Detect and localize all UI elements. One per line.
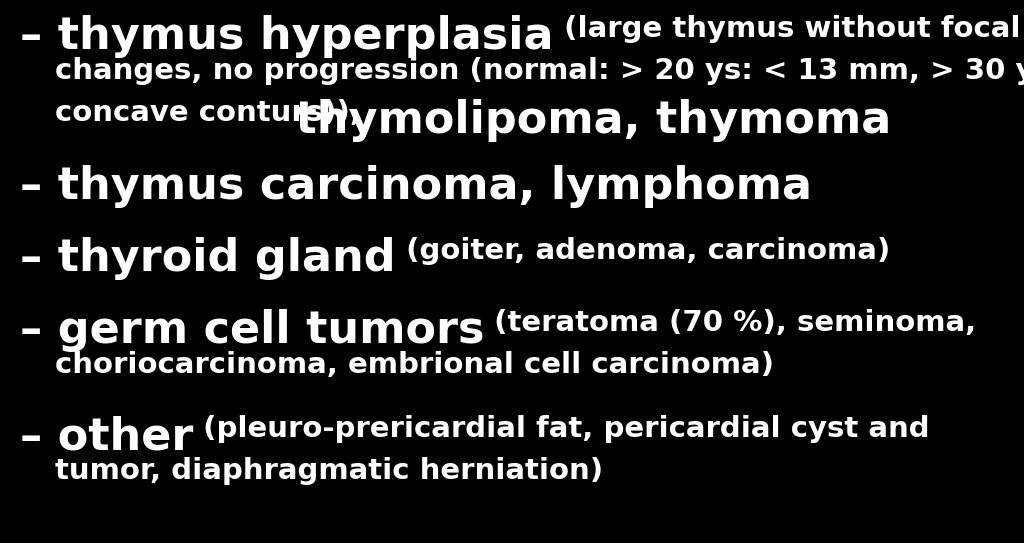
Text: – germ cell tumors: – germ cell tumors bbox=[20, 309, 484, 352]
Text: – thymus carcinoma, lymphoma: – thymus carcinoma, lymphoma bbox=[20, 165, 812, 208]
Text: – thyroid gland: – thyroid gland bbox=[20, 237, 395, 280]
Text: tumor, diaphragmatic herniation): tumor, diaphragmatic herniation) bbox=[55, 457, 603, 485]
Text: – other: – other bbox=[20, 415, 194, 458]
Text: (pleuro-prericardial fat, pericardial cyst and: (pleuro-prericardial fat, pericardial cy… bbox=[194, 415, 930, 443]
Text: choriocarcinoma, embrional cell carcinoma): choriocarcinoma, embrional cell carcinom… bbox=[55, 351, 774, 379]
Text: (goiter, adenoma, carcinoma): (goiter, adenoma, carcinoma) bbox=[395, 237, 890, 265]
Text: – thymus hyperplasia: – thymus hyperplasia bbox=[20, 15, 554, 58]
Text: changes, no progression (normal: > 20 ys: < 13 mm, > 30 ys:: changes, no progression (normal: > 20 ys… bbox=[55, 57, 1024, 85]
Text: (large thymus without focal: (large thymus without focal bbox=[554, 15, 1020, 43]
Text: (teratoma (70 %), seminoma,: (teratoma (70 %), seminoma, bbox=[484, 309, 977, 337]
Text: concave conturs)),: concave conturs)), bbox=[55, 99, 361, 127]
Text: thymolipoma, thymoma: thymolipoma, thymoma bbox=[280, 99, 891, 142]
